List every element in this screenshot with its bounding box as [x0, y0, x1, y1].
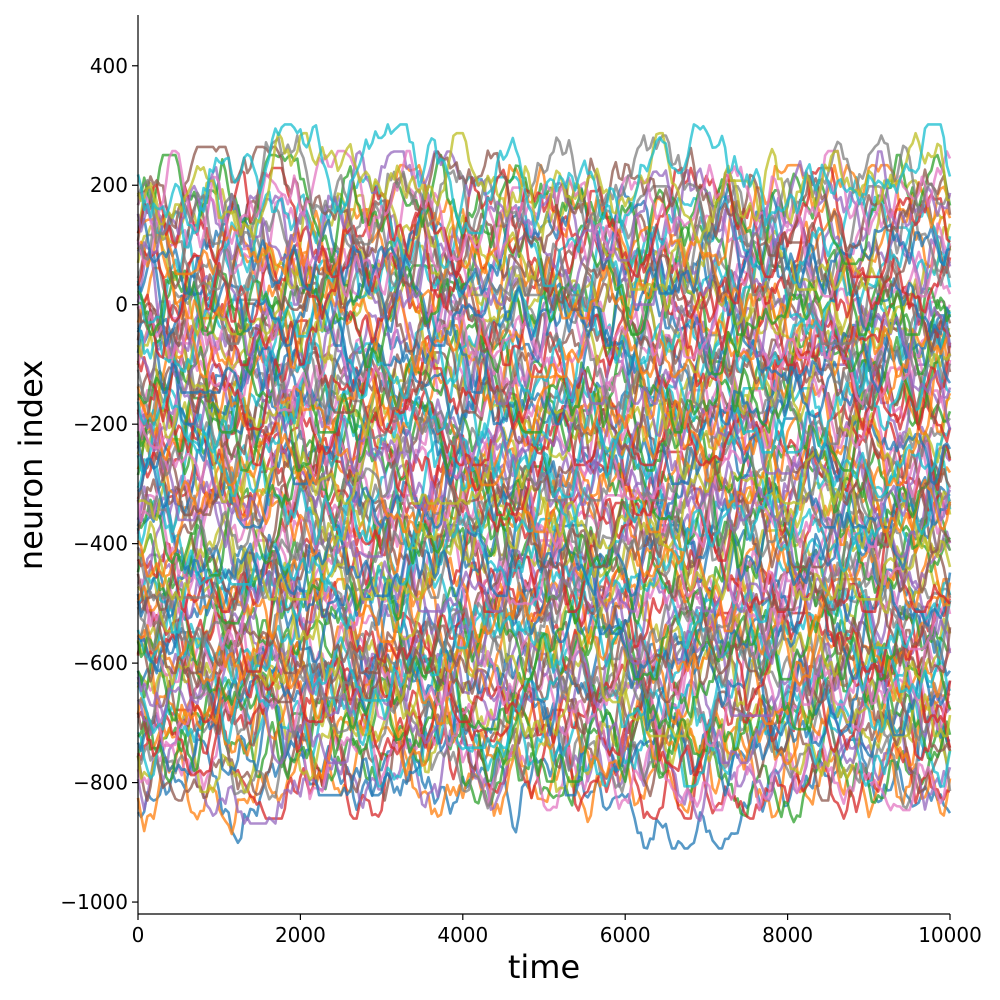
x-tick-label: 10000	[918, 923, 982, 947]
neuron-trace	[136, 591, 952, 704]
y-axis-label: neuron index	[12, 360, 50, 570]
neuron-trace	[136, 314, 952, 426]
y-tick-label: 400	[90, 54, 128, 78]
neuron-trace	[136, 626, 952, 738]
y-tick-label: −400	[73, 532, 128, 556]
neuron-trace	[136, 342, 951, 454]
x-tick-label: 2000	[275, 923, 326, 947]
neuron-trace	[136, 123, 952, 235]
axes: 0 2000 4000 6000 8000 10000 −1000−800−600−400…	[60, 15, 982, 947]
y-tick-label: 200	[90, 173, 128, 197]
y-tick-label: −800	[73, 771, 128, 795]
neuron-trace	[136, 149, 952, 262]
neuron-trace	[136, 131, 951, 244]
x-tick-label: 0	[132, 923, 145, 947]
neuron-trace	[137, 247, 952, 360]
neuron-trace	[136, 302, 952, 414]
x-tick-label: 6000	[600, 923, 651, 947]
y-tick-label: −200	[73, 412, 128, 436]
x-tick-label: 8000	[762, 923, 813, 947]
y-ticks: −1000 −800 −600 −400 −200 0 200 400	[60, 54, 138, 914]
x-tick-label: 4000	[437, 923, 488, 947]
y-tick-label: 0	[115, 293, 128, 317]
neuron-trace	[136, 185, 952, 297]
neuron-trace	[136, 457, 952, 569]
neuron-trace	[136, 410, 952, 522]
trace-lines	[136, 123, 952, 850]
y-tick-label: −600	[73, 651, 128, 675]
neuron-trace	[136, 175, 952, 288]
neuron-trace	[136, 386, 952, 499]
y-tick-label: −1000	[60, 890, 128, 914]
neuron-trace	[137, 363, 952, 475]
neuron-trace	[136, 700, 951, 812]
neuron-trace	[137, 489, 952, 601]
neuron-trace	[136, 485, 951, 598]
x-axis-label: time	[508, 948, 580, 986]
neuron-trace	[137, 145, 952, 257]
neuron-trace	[136, 531, 952, 644]
x-ticks: 0 2000 4000 6000 8000 10000	[132, 914, 982, 947]
neuron-trace	[136, 569, 951, 681]
